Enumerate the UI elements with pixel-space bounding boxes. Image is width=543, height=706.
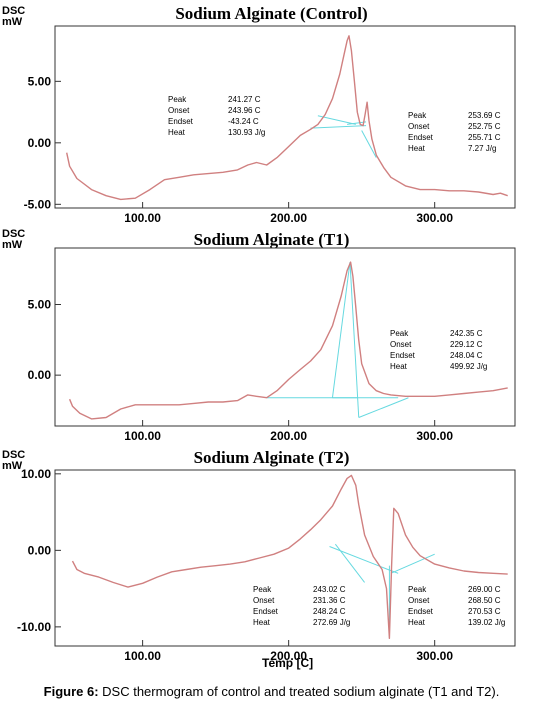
- panel-title-t2: Sodium Alginate (T2): [193, 448, 350, 467]
- peak-annotation-value: 268.50 C: [468, 596, 501, 605]
- peak-annotation-value: 248.24 C: [313, 607, 346, 616]
- peak-annotation-value: 253.69 C: [468, 111, 501, 120]
- x-tick-label: 300.00: [416, 649, 453, 663]
- baseline-line: [334, 543, 365, 583]
- peak-annotation-label: Endset: [253, 607, 279, 616]
- y-axis-label-t2: DSC: [2, 449, 26, 461]
- peak-annotation-label: Peak: [408, 111, 427, 120]
- peak-annotation-value: 248.04 C: [450, 351, 483, 360]
- baseline-line: [317, 115, 356, 125]
- peak-annotation-label: Endset: [168, 117, 194, 126]
- peak-annotation-label: Onset: [408, 596, 430, 605]
- peak-annotation-value: 243.96 C: [228, 106, 261, 115]
- peak-annotation-value: 255.71 C: [468, 133, 501, 142]
- plot-frame: [54, 247, 516, 427]
- y-tick-label: 10.00: [21, 467, 51, 481]
- peak-annotation-label: Heat: [408, 618, 426, 627]
- dsc-curve: [68, 261, 508, 420]
- x-tick-label: 100.00: [124, 649, 161, 663]
- y-tick-label: -10.00: [17, 620, 51, 634]
- peak-annotation-value: 499.92 J/g: [450, 362, 487, 371]
- baseline-line: [361, 130, 377, 158]
- peak-annotation-label: Heat: [253, 618, 271, 627]
- x-tick-label: 200.00: [270, 429, 307, 443]
- peak-annotation-value: 229.12 C: [450, 340, 483, 349]
- x-tick-label: 200.00: [270, 211, 307, 225]
- y-unit-label-t2: mW: [2, 460, 23, 472]
- y-tick-label: 5.00: [28, 298, 52, 312]
- peak-annotation-value: 270.53 C: [468, 607, 501, 616]
- panel-title-control: Sodium Alginate (Control): [175, 4, 368, 23]
- x-tick-label: 200.00: [270, 649, 307, 663]
- peak-annotation-value: 242.35 C: [450, 329, 483, 338]
- peak-annotation-label: Peak: [253, 585, 272, 594]
- peak-annotation-label: Heat: [168, 128, 186, 137]
- y-tick-label: 0.00: [28, 368, 52, 382]
- peak-annotation-value: -43.24 C: [228, 117, 259, 126]
- baseline-line: [358, 397, 409, 418]
- y-axis-label-control: DSC: [2, 5, 26, 17]
- peak-annotation-label: Peak: [390, 329, 409, 338]
- x-tick-label: 300.00: [416, 211, 453, 225]
- peak-annotation-label: Peak: [408, 585, 427, 594]
- dsc-curve: [66, 35, 508, 201]
- x-tick-label: 300.00: [416, 429, 453, 443]
- baseline-line: [349, 262, 360, 418]
- y-tick-label: 0.00: [28, 136, 52, 150]
- peak-annotation-label: Onset: [168, 106, 190, 115]
- x-tick-label: 100.00: [124, 211, 161, 225]
- peak-annotation-label: Heat: [408, 144, 426, 153]
- plot-frame: [54, 25, 516, 209]
- peak-annotation-value: 231.36 C: [313, 596, 346, 605]
- x-tick-label: 100.00: [124, 429, 161, 443]
- y-tick-label: 5.00: [28, 74, 52, 88]
- dsc-curve: [71, 474, 508, 639]
- peak-annotation-value: 269.00 C: [468, 585, 501, 594]
- thermogram-plots: 5.00 0.00 -5.00 100.00 200.00 300.00 Peak 241.2…: [17, 25, 516, 663]
- peak-annotation-label: Endset: [408, 607, 434, 616]
- y-axis-label-t1: DSC: [2, 228, 26, 240]
- caption-text: DSC thermogram of control and treated so…: [98, 684, 500, 699]
- y-tick-label: -5.00: [24, 197, 52, 211]
- y-unit-label-t1: mW: [2, 239, 23, 251]
- peak-annotation-label: Heat: [390, 362, 408, 371]
- peak-annotation-label: Peak: [168, 95, 187, 104]
- dsc-thermogram-figure: Sodium Alginate (Control) DSC mW Sodium …: [2, 4, 516, 670]
- peak-annotation-label: Onset: [253, 596, 275, 605]
- y-unit-label-control: mW: [2, 16, 23, 28]
- peak-annotation-label: Onset: [408, 122, 430, 131]
- baseline-line: [331, 262, 351, 398]
- peak-annotation-label: Endset: [408, 133, 434, 142]
- figure-caption: Figure 6: DSC thermogram of control and …: [0, 684, 543, 699]
- baseline-line: [390, 553, 435, 574]
- x-axis-label: Temp [C]: [262, 656, 314, 670]
- y-tick-label: 0.00: [28, 543, 52, 557]
- peak-annotation-value: 241.27 C: [228, 95, 261, 104]
- peak-annotation-value: 272.69 J/g: [313, 618, 350, 627]
- plot-frame: [54, 469, 516, 647]
- peak-annotation-value: 252.75 C: [468, 122, 501, 131]
- caption-label: Figure 6:: [43, 684, 99, 699]
- baseline-line: [329, 546, 389, 570]
- peak-annotation-value: 130.93 J/g: [228, 128, 265, 137]
- peak-annotation-value: 7.27 J/g: [468, 144, 496, 153]
- baseline-line: [310, 125, 367, 129]
- peak-annotation-value: 139.02 J/g: [468, 618, 505, 627]
- peak-annotation-label: Endset: [390, 351, 416, 360]
- peak-annotation-value: 243.02 C: [313, 585, 346, 594]
- panel-title-t1: Sodium Alginate (T1): [193, 230, 350, 249]
- peak-annotation-label: Onset: [390, 340, 412, 349]
- baseline-line: [346, 121, 367, 125]
